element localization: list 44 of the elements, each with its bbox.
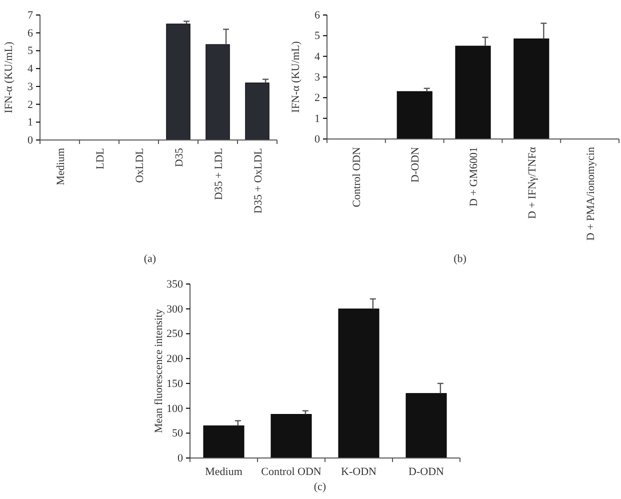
- x-tick-label: D + PMA/ionomycin: [584, 146, 597, 241]
- y-axis-title: Mean fluorescence intensity: [153, 308, 165, 434]
- x-tick-label: K-ODN: [341, 466, 377, 478]
- y-tick-label: 100: [166, 402, 184, 415]
- y-axis-title: IFN-α (KU/mL): [290, 40, 302, 113]
- x-tick-label: OxLDL: [134, 148, 146, 183]
- text: (c): [314, 481, 326, 493]
- y-tick-label: 200: [166, 353, 184, 366]
- x-tick-label: D + GM6001: [468, 147, 480, 206]
- y-tick-label: 2: [314, 92, 320, 104]
- y-tick-label: 350: [166, 278, 184, 291]
- x-tick-label: D + IFNγ/TNFα: [526, 146, 538, 219]
- y-tick-label: 3: [314, 72, 320, 84]
- x-tick-label: D35 + LDL: [212, 148, 225, 200]
- y-tick-label: 6: [314, 10, 320, 22]
- text: (a): [144, 253, 156, 265]
- y-tick-label: 150: [166, 378, 184, 390]
- x-tick-label: LDL: [94, 148, 106, 170]
- y-tick-label: 5: [28, 45, 34, 58]
- x-tick-label: Medium: [54, 148, 67, 186]
- y-tick-label: 3: [28, 80, 34, 93]
- y-tick-label: 1: [28, 116, 33, 129]
- x-tick-label: Medium: [205, 466, 243, 478]
- y-tick-label: 5: [314, 30, 320, 42]
- x-tick-label: Control ODN: [351, 146, 364, 208]
- y-tick-label: 4: [28, 63, 34, 76]
- y-tick-label: 2: [28, 98, 33, 111]
- text: (b): [454, 253, 467, 265]
- x-tick-label: D-ODN: [408, 466, 444, 478]
- x-tick-label: D35 + OxLDL: [252, 148, 264, 214]
- y-tick-label: 50: [172, 428, 184, 440]
- y-axis-title: IFN-α (KU/mL): [3, 41, 15, 114]
- y-tick-label: 7: [28, 10, 34, 22]
- x-tick-label: D35: [173, 148, 186, 167]
- y-tick-label: 0: [314, 134, 320, 146]
- y-tick-label: 0: [28, 134, 34, 147]
- x-tick-label: Control ODN: [261, 466, 322, 478]
- y-tick-label: 250: [166, 328, 184, 340]
- y-tick-label: 4: [314, 50, 320, 63]
- y-tick-label: 1: [314, 112, 320, 125]
- x-tick-label: D-ODN: [410, 146, 422, 182]
- y-tick-label: 0: [178, 452, 184, 465]
- y-tick-label: 300: [166, 303, 184, 316]
- y-tick-label: 6: [28, 27, 34, 40]
